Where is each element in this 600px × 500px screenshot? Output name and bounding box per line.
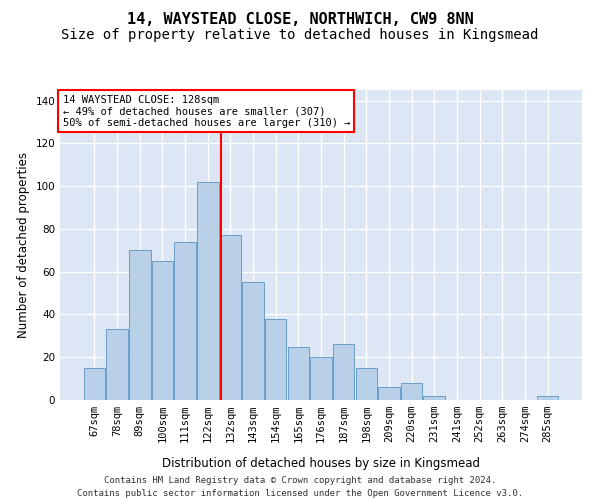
Bar <box>175 242 196 400</box>
Bar <box>84 368 105 400</box>
Bar <box>401 383 422 400</box>
Bar <box>220 236 241 400</box>
Bar <box>310 357 332 400</box>
Text: 14, WAYSTEAD CLOSE, NORTHWICH, CW9 8NN: 14, WAYSTEAD CLOSE, NORTHWICH, CW9 8NN <box>127 12 473 28</box>
Text: 14 WAYSTEAD CLOSE: 128sqm
← 49% of detached houses are smaller (307)
50% of semi: 14 WAYSTEAD CLOSE: 128sqm ← 49% of detac… <box>62 94 350 128</box>
Bar <box>106 330 128 400</box>
Bar <box>197 182 218 400</box>
Bar <box>129 250 151 400</box>
Bar <box>378 387 400 400</box>
Bar <box>356 368 377 400</box>
Text: Contains HM Land Registry data © Crown copyright and database right 2024.
Contai: Contains HM Land Registry data © Crown c… <box>77 476 523 498</box>
Bar <box>242 282 264 400</box>
Bar <box>265 319 286 400</box>
Bar <box>424 396 445 400</box>
Text: Distribution of detached houses by size in Kingsmead: Distribution of detached houses by size … <box>162 458 480 470</box>
Bar <box>287 346 309 400</box>
Bar <box>152 261 173 400</box>
Bar <box>537 396 558 400</box>
Bar <box>333 344 355 400</box>
Text: Size of property relative to detached houses in Kingsmead: Size of property relative to detached ho… <box>61 28 539 42</box>
Y-axis label: Number of detached properties: Number of detached properties <box>17 152 30 338</box>
